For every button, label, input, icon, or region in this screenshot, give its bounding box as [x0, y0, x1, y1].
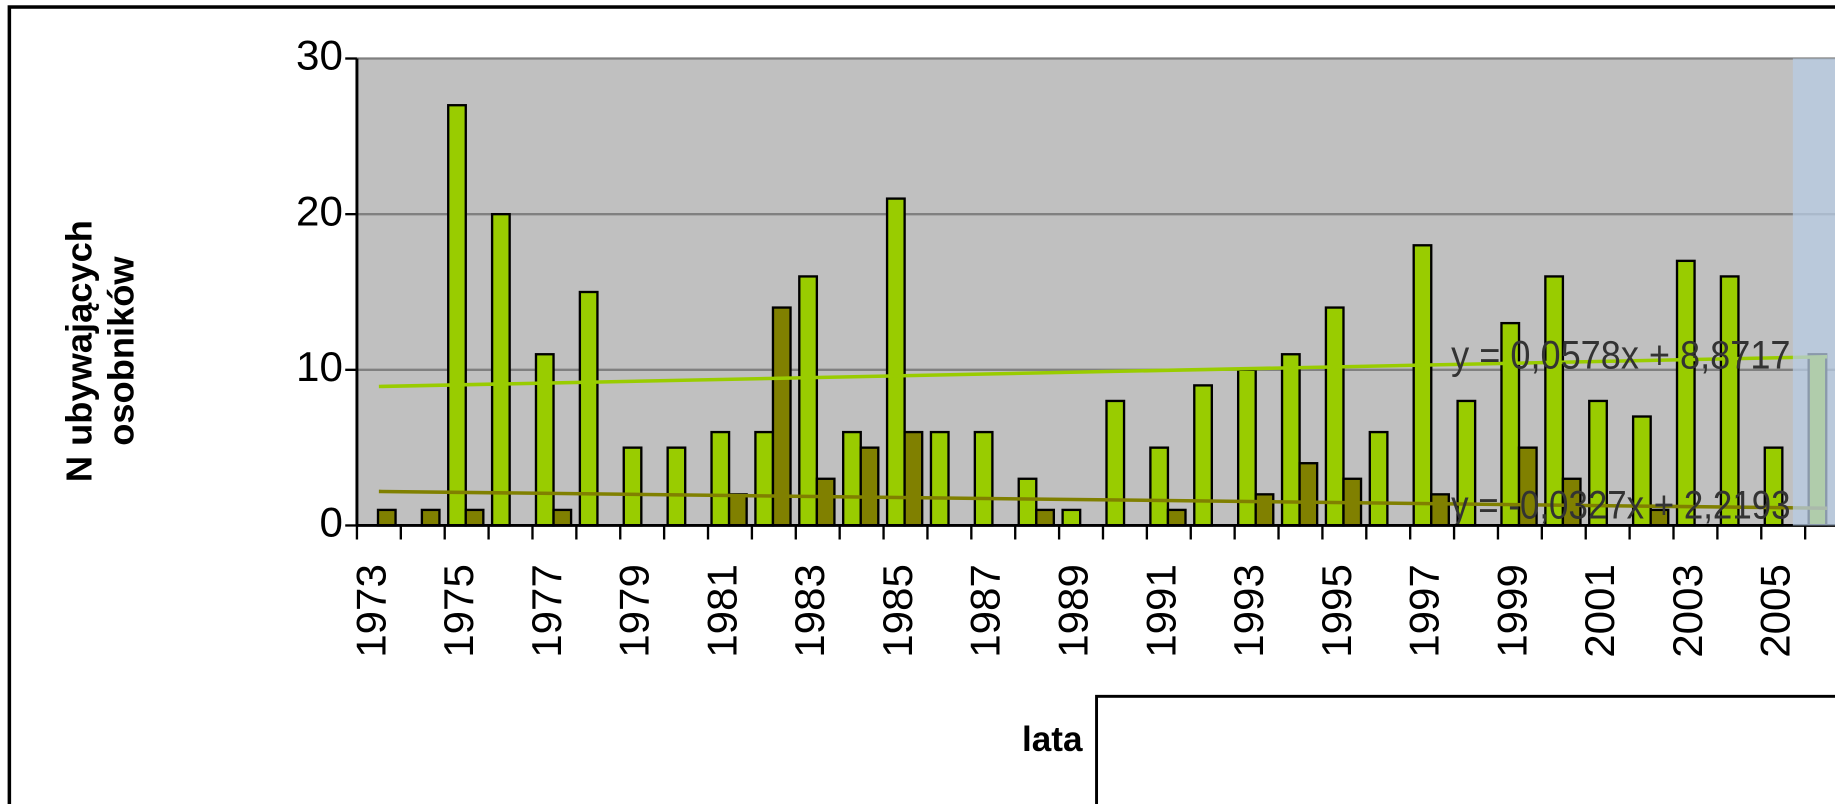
trendline-label: y = -0,0327x + 2,2193 [1451, 483, 1790, 527]
bar [1061, 508, 1082, 527]
y-tick-label: 20 [296, 187, 343, 234]
plot-area [356, 58, 1835, 526]
bar [842, 430, 862, 527]
bar [552, 508, 573, 527]
x-tick-label: 2003 [1664, 564, 1711, 658]
trendline-label: y = 0,0578x + 8,8717 [1451, 334, 1790, 378]
bar [815, 477, 836, 527]
x-tick-label: 1985 [874, 564, 921, 658]
bar [376, 508, 397, 527]
bar [1149, 446, 1170, 527]
x-tick-label: 2001 [1576, 564, 1623, 658]
bar [710, 430, 731, 527]
bar [1412, 244, 1433, 527]
bar [1368, 430, 1389, 527]
bar [859, 446, 880, 527]
x-axis-label: lata [1022, 720, 1083, 759]
x-tick-label: 1983 [786, 564, 833, 658]
bar [490, 212, 511, 527]
bar [420, 508, 441, 527]
x-tick-label: 2005 [1752, 564, 1799, 658]
legend-box [1095, 694, 1835, 804]
bar [885, 197, 906, 527]
bar [1254, 493, 1275, 527]
x-tick-label: 1995 [1313, 564, 1360, 658]
y-axis-label-line: osobników [101, 256, 142, 446]
x-tick-label: 1977 [523, 564, 570, 658]
bar [578, 290, 599, 527]
x-tick-label: 1991 [1137, 564, 1184, 658]
x-tick-label: 1973 [347, 564, 394, 658]
bar [1105, 399, 1126, 527]
bar [798, 275, 819, 527]
x-tick-label: 1997 [1401, 564, 1448, 658]
bar [1017, 477, 1038, 527]
plot-layer: 0 10 20 30 y = 0,0578x + 8,8717 y = -0,0327x … [296, 32, 1835, 771]
bar [666, 446, 687, 527]
bar [771, 306, 792, 527]
trendline [378, 355, 1828, 389]
bar [754, 430, 775, 527]
trendline [378, 489, 1828, 510]
bar [1166, 508, 1187, 527]
bar [1324, 306, 1345, 527]
bar [973, 430, 994, 527]
bar [1280, 353, 1301, 527]
bar [903, 430, 924, 527]
bar [1193, 384, 1213, 527]
x-tick-label: 1999 [1488, 564, 1535, 658]
selection-highlight [1792, 58, 1835, 526]
bar [1298, 462, 1319, 527]
x-tick-label: 1989 [1049, 564, 1096, 658]
bar [929, 430, 950, 527]
bar [1035, 508, 1056, 527]
y-tick-label: 30 [296, 32, 343, 79]
bar [464, 508, 485, 527]
x-tick-label: 1987 [962, 564, 1009, 658]
y-tick-label: 10 [296, 343, 343, 390]
x-tick-label: 1981 [698, 564, 745, 658]
bar [1430, 493, 1450, 527]
bar [534, 353, 555, 527]
y-tick-label: 0 [319, 499, 342, 546]
bar [447, 104, 467, 527]
y-axis-label-line: N ubywających [58, 220, 99, 482]
x-tick-label: 1975 [435, 564, 482, 658]
x-tick-label: 1993 [1225, 564, 1272, 658]
bar [727, 493, 748, 527]
x-tick-label: 1979 [611, 564, 658, 658]
bar [622, 446, 643, 527]
y-axis-label: N ubywających osobników [58, 220, 141, 482]
